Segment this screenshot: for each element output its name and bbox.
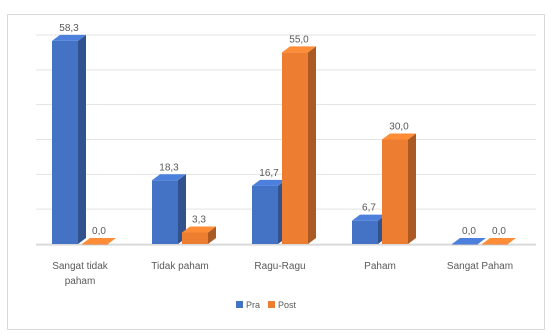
data-label-pra-4: 6,7 — [362, 203, 376, 214]
bar-post-5 — [482, 238, 516, 245]
bar-side — [208, 226, 216, 244]
bar-front — [52, 40, 78, 245]
bar-post-4 — [382, 133, 416, 244]
bar-top — [52, 34, 86, 41]
bar-front — [152, 180, 178, 244]
bar-top — [152, 174, 186, 181]
bar-top — [482, 238, 516, 244]
bar-pra-1 — [52, 34, 86, 245]
bar-front — [352, 220, 378, 244]
category-labels: Sangat tidak paham Tidak paham Ragu-Ragu Pah… — [52, 261, 513, 287]
bar-post-1 — [82, 238, 116, 245]
category-label-3: Ragu-Ragu — [254, 261, 305, 272]
data-label-pra-2: 18,3 — [159, 162, 179, 173]
bar-front — [382, 139, 408, 244]
bar-side — [178, 174, 186, 244]
bar-top — [182, 226, 216, 233]
bar-side — [78, 34, 86, 245]
category-label-5: Sangat Paham — [447, 261, 513, 272]
legend-swatch-post — [268, 301, 275, 308]
bar-top — [82, 238, 116, 244]
bar-side — [308, 46, 316, 245]
data-label-pra-1: 58,3 — [59, 23, 79, 34]
legend: Pra Post — [236, 300, 297, 310]
category-label-1: Sangat tidak paham — [52, 261, 109, 287]
bar-pra-3 — [252, 179, 286, 244]
bar-chart: 58,3 0,0 18,3 3,3 16,7 55,0 6,7 30,0 0,0 0,0 Sang… — [36, 23, 536, 310]
data-label-post-4: 30,0 — [389, 122, 409, 133]
bar-top — [382, 133, 416, 140]
legend-label-post: Post — [278, 300, 297, 310]
bar-front — [82, 244, 108, 245]
bar-post-2 — [182, 226, 216, 244]
data-label-post-3: 55,0 — [289, 34, 309, 45]
category-label-4: Paham — [364, 261, 396, 272]
bar-top — [252, 179, 286, 186]
data-label-post-2: 3,3 — [192, 215, 206, 226]
legend-swatch-pra — [236, 301, 243, 308]
bar-pra-4 — [352, 214, 386, 244]
bars — [52, 34, 516, 245]
bar-pra-5 — [452, 238, 486, 245]
bar-side — [408, 133, 416, 244]
top-strip — [0, 0, 553, 14]
bar-top — [282, 46, 316, 53]
category-label-2: Tidak paham — [151, 261, 208, 272]
legend-label-pra: Pra — [246, 300, 260, 310]
bar-pra-2 — [152, 174, 186, 244]
data-label-pra-3: 16,7 — [259, 168, 279, 179]
data-label-pra-5: 0,0 — [462, 226, 476, 237]
bar-front — [482, 244, 508, 245]
bar-front — [252, 185, 278, 244]
data-labels: 58,3 0,0 18,3 3,3 16,7 55,0 6,7 30,0 0,0 0,0 — [59, 23, 506, 237]
bar-top — [452, 238, 486, 244]
bar-front — [282, 52, 308, 244]
bar-top — [352, 214, 386, 221]
bar-front — [182, 232, 208, 244]
data-label-post-1: 0,0 — [92, 226, 106, 237]
data-label-post-5: 0,0 — [492, 226, 506, 237]
bar-front — [452, 244, 478, 245]
bar-post-3 — [282, 46, 316, 245]
chart-area: 58,3 0,0 18,3 3,3 16,7 55,0 6,7 30,0 0,0 0,0 Sang… — [7, 14, 545, 330]
